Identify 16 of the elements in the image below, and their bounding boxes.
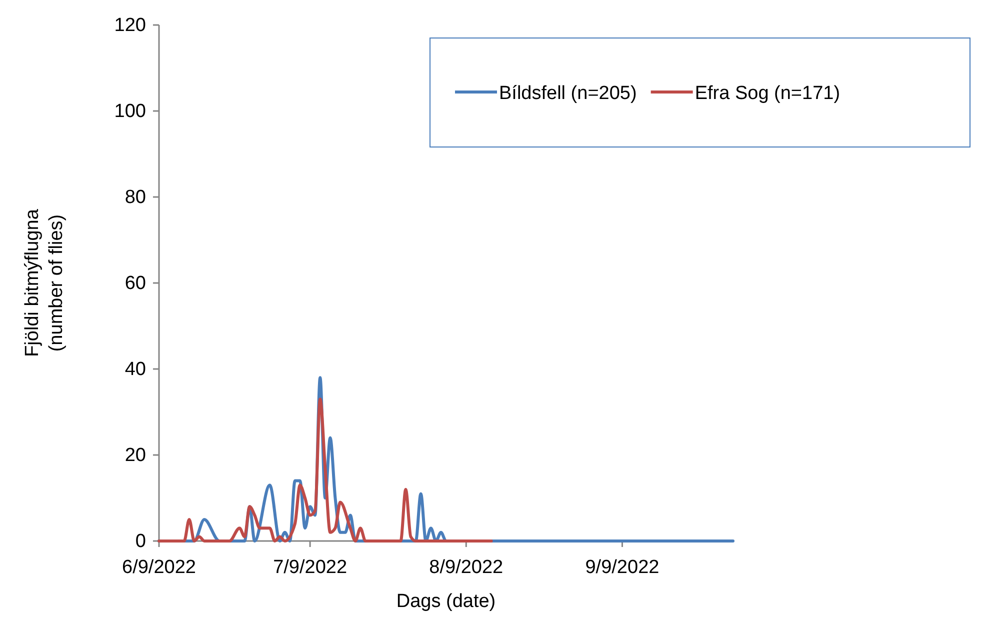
x-tick-label: 9/9/2022 xyxy=(585,556,660,578)
x-axis-title: Dags (date) xyxy=(396,591,496,612)
x-tick-label: 7/9/2022 xyxy=(273,556,348,578)
y-tick-label: 60 xyxy=(124,273,146,294)
y-axis-title: Fjöldi bitmýflugna (number of flies) xyxy=(22,208,67,357)
x-tick-label: 8/9/2022 xyxy=(429,556,504,578)
x-tick-label: 6/9/2022 xyxy=(122,556,196,578)
y-tick-label: 120 xyxy=(114,15,146,36)
y-tick-label: 20 xyxy=(124,445,146,466)
legend-label: Efra Sog (n=171) xyxy=(694,83,840,104)
line-series xyxy=(158,398,493,542)
y-tick-label: 0 xyxy=(135,531,146,552)
legend-label: Bíldsfell (n=205) xyxy=(499,83,637,104)
y-tick-label: 40 xyxy=(124,359,146,380)
y-tick-label: 100 xyxy=(114,101,146,122)
y-tick-label: 80 xyxy=(124,187,146,208)
